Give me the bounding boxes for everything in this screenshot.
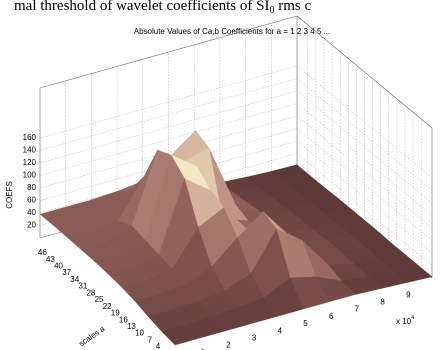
z-tick-label: 140 [23, 146, 37, 155]
x-tick-label: 3 [252, 334, 257, 343]
y-tick-label: 34 [70, 275, 79, 284]
y-axis-label: scales a [77, 324, 107, 349]
x-tick-label: 4 [278, 326, 283, 335]
y-tick-label: 7 [148, 335, 153, 344]
z-axis-label: COEFS [5, 181, 14, 209]
caption: mal threshold of wavelet coefficients of… [14, 0, 311, 16]
y-tick-label: 19 [111, 309, 120, 318]
y-tick-label: 4 [156, 342, 161, 350]
x-tick-label: 2 [226, 341, 231, 350]
y-tick-label: 16 [119, 315, 128, 324]
z-tick-label: 40 [27, 208, 36, 217]
z-tick-label: 20 [27, 221, 36, 230]
y-tick-label: 37 [62, 268, 71, 277]
y-tick-label: 46 [38, 248, 47, 257]
x-tick-label: 1 [200, 348, 205, 350]
y-tick-label: 28 [86, 288, 95, 297]
box-edge [39, 15, 298, 89]
grid-line [296, 115, 433, 229]
surface-cell [161, 323, 202, 346]
y-tick-label: 13 [127, 322, 136, 331]
z-tick-label: 120 [23, 158, 37, 167]
x-tick-label: 9 [406, 290, 411, 299]
y-tick-label: 25 [95, 295, 104, 304]
z-tick-label: 100 [23, 171, 37, 180]
x-tick-label: 6 [329, 312, 334, 321]
y-tick-label: 40 [54, 262, 63, 271]
x-tick-label: 7 [355, 305, 360, 314]
x-tick-label: 5 [303, 319, 308, 328]
box-edge [296, 15, 433, 129]
y-tick-label: 43 [46, 255, 55, 264]
y-tick-label: 10 [135, 329, 144, 338]
grid-line [39, 103, 298, 176]
chart-title: Absolute Values of Ca,b Coefficients for… [134, 27, 331, 36]
grid-line [39, 115, 298, 189]
x-multiplier: x 104 [396, 315, 414, 326]
z-tick-label: 160 [23, 133, 37, 142]
y-tick-label: 31 [78, 282, 87, 291]
y-tick-label: 22 [103, 302, 112, 311]
grid-line [296, 103, 433, 216]
x-tick-label: 8 [380, 298, 385, 307]
z-tick-label: 80 [27, 183, 36, 192]
z-tick-label: 60 [27, 196, 36, 205]
